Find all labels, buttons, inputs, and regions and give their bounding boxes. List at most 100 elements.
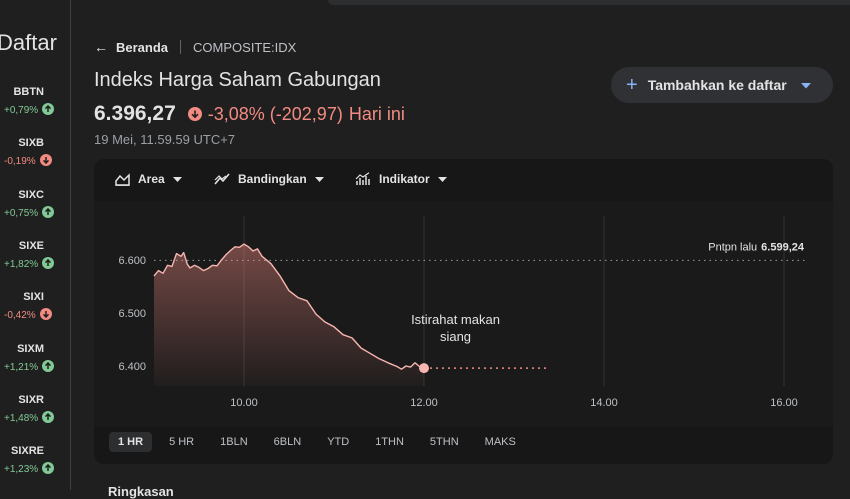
range-button[interactable]: 1THN bbox=[375, 436, 404, 448]
price-chart-svg: 10.00 12.00 14.00 16.00 6.600 6.500 6.400 Pntpn… bbox=[118, 216, 806, 409]
price-row: 6.396,27 -3,08% (-202,97) Hari ini bbox=[94, 102, 405, 126]
watchlist-symbol: SIXRE bbox=[10, 445, 44, 458]
watchlist-change-value: +1,48% bbox=[4, 412, 39, 424]
arrow-up-icon bbox=[42, 462, 55, 475]
watchlist-change: +1,21% bbox=[4, 359, 55, 373]
indicator-dropdown[interactable]: Indikator bbox=[355, 172, 455, 186]
range-button[interactable]: 6BLN bbox=[273, 436, 302, 448]
x-tick-label: 14.00 bbox=[590, 397, 618, 409]
timestamp: 19 Mei, 11.59.59 UTC+7 bbox=[94, 132, 236, 147]
back-arrow-icon[interactable]: ← bbox=[94, 39, 108, 55]
annotation-line: Istirahat makan bbox=[411, 312, 500, 327]
chart-card: Area Bandingkan Indikator 10.00 12.00 14.0… bbox=[94, 159, 833, 464]
watchlist-item[interactable]: SIXRE +1,23% bbox=[0, 445, 70, 485]
breadcrumb-divider bbox=[180, 40, 182, 54]
watchlist-change-value: +1,23% bbox=[4, 464, 39, 476]
range-button[interactable]: 5THN bbox=[429, 436, 459, 448]
chart-toolbar: Area Bandingkan Indikator bbox=[94, 159, 833, 202]
watchlist-symbol: SIXI bbox=[23, 291, 44, 304]
watchlist-change-value: +0,75% bbox=[4, 207, 39, 219]
add-to-watchlist-label: Tambahkan ke daftar bbox=[647, 77, 787, 93]
watchlist-item[interactable]: SIXB -0,19% bbox=[0, 137, 70, 177]
watchlist-change-value: +0,79% bbox=[4, 105, 39, 116]
range-button[interactable]: YTD bbox=[327, 436, 350, 448]
range-button[interactable]: MAKS bbox=[484, 436, 516, 448]
chevron-down-icon bbox=[437, 176, 447, 182]
plus-icon: + bbox=[626, 74, 638, 96]
time-range-selector: 1 HR 5 HR 1BLN 6BLN YTD 1THN 5THN MAKS bbox=[109, 432, 533, 452]
watchlist-symbol: SIXC bbox=[18, 188, 44, 201]
compare-label: Bandingkan bbox=[238, 172, 307, 186]
change-period-label: Hari ini bbox=[348, 103, 405, 124]
range-button[interactable]: 5 HR bbox=[169, 436, 195, 448]
indicator-label: Indikator bbox=[379, 172, 430, 186]
compare-dropdown[interactable]: Bandingkan bbox=[214, 172, 332, 186]
watchlist-change-value: -0,42% bbox=[4, 310, 36, 322]
area-chart-icon bbox=[115, 172, 130, 186]
arrow-up-icon bbox=[42, 103, 55, 115]
annotation-line: siang bbox=[440, 329, 471, 344]
watchlist-item[interactable]: SIXI -0,42% bbox=[0, 291, 70, 331]
watchlist-change-value: +1,82% bbox=[4, 258, 39, 270]
watchlist-sidebar: Daftar BBTN +0,79% SIXB -0,19% SIXC +0,75% SIX… bbox=[0, 0, 71, 490]
watchlist-item[interactable]: SIXR +1,48% bbox=[0, 394, 70, 434]
chart-type-label: Area bbox=[138, 172, 165, 186]
range-button[interactable]: 1 HR bbox=[109, 432, 153, 452]
arrow-up-icon bbox=[42, 359, 55, 372]
arrow-up-icon bbox=[42, 205, 55, 218]
watchlist-change: +0,79% bbox=[4, 103, 55, 116]
previous-close-value: 6.599,24 bbox=[761, 241, 805, 253]
breadcrumb: ← Beranda COMPOSITE:IDX bbox=[94, 39, 296, 55]
previous-close-label: Pntpn lalu 6.599,24 bbox=[708, 241, 805, 253]
current-price: 6.396,27 bbox=[94, 102, 176, 125]
watchlist-change: +1,23% bbox=[4, 462, 55, 476]
arrow-down-icon bbox=[187, 107, 202, 121]
y-tick-label: 6.500 bbox=[118, 308, 146, 320]
watchlist-change: -0,42% bbox=[4, 308, 52, 321]
lunch-break-annotation: Istirahat makan siang bbox=[411, 312, 500, 344]
watchlist-item[interactable]: SIXC +0,75% bbox=[0, 189, 70, 229]
last-price-dot[interactable] bbox=[419, 363, 429, 374]
y-tick-label: 6.400 bbox=[118, 361, 146, 373]
price-area bbox=[154, 244, 424, 386]
watchlist-item[interactable]: SIXE +1,82% bbox=[0, 240, 70, 280]
price-change: -3,08% (-202,97) bbox=[207, 103, 343, 124]
chart-type-dropdown[interactable]: Area bbox=[115, 172, 190, 186]
price-chart[interactable]: 10.00 12.00 14.00 16.00 6.600 6.500 6.400 Pntpn… bbox=[94, 201, 833, 427]
dropdown-caret-icon bbox=[800, 76, 811, 94]
chevron-down-icon bbox=[314, 176, 324, 182]
price-line bbox=[153, 243, 425, 370]
watchlist-item[interactable]: SIXM +1,21% bbox=[0, 343, 70, 383]
arrow-down-icon bbox=[39, 154, 52, 167]
watchlist-change: +0,75% bbox=[4, 205, 55, 219]
arrow-down-icon bbox=[39, 308, 52, 321]
range-button[interactable]: 1BLN bbox=[220, 436, 248, 448]
top-search-bar-edge bbox=[328, 0, 850, 5]
x-tick-label: 16.00 bbox=[770, 397, 798, 409]
watchlist-title: Daftar bbox=[0, 30, 57, 55]
ticker-code: COMPOSITE:IDX bbox=[193, 39, 297, 55]
add-to-watchlist-button[interactable]: + Tambahkan ke daftar bbox=[611, 67, 833, 103]
x-tick-label: 12.00 bbox=[410, 397, 438, 409]
watchlist-change: -0,19% bbox=[4, 154, 52, 167]
watchlist-symbol: SIXE bbox=[18, 239, 44, 252]
watchlist-symbol: BBTN bbox=[13, 86, 44, 98]
page-title: Indeks Harga Saham Gabungan bbox=[94, 69, 381, 91]
chevron-down-icon bbox=[172, 176, 182, 182]
watchlist-change: +1,82% bbox=[4, 256, 55, 270]
watchlist-symbol: SIXR bbox=[18, 393, 44, 406]
home-link[interactable]: Beranda bbox=[116, 39, 169, 55]
watchlist-symbol: SIXB bbox=[18, 137, 44, 150]
x-tick-label: 10.00 bbox=[230, 397, 258, 409]
section-heading: Ringkasan bbox=[108, 484, 174, 499]
y-tick-label: 6.600 bbox=[118, 255, 146, 267]
watchlist-symbol: SIXM bbox=[17, 342, 44, 355]
watchlist-change: +1,48% bbox=[4, 410, 55, 424]
arrow-up-icon bbox=[42, 410, 55, 423]
compare-icon bbox=[214, 172, 230, 185]
previous-close-caption: Pntpn lalu bbox=[708, 241, 757, 253]
watchlist-change-value: -0,19% bbox=[4, 156, 36, 168]
arrow-up-icon bbox=[42, 256, 55, 269]
watchlist-item[interactable]: BBTN +0,79% bbox=[0, 86, 70, 126]
watchlist-change-value: +1,21% bbox=[4, 361, 39, 373]
